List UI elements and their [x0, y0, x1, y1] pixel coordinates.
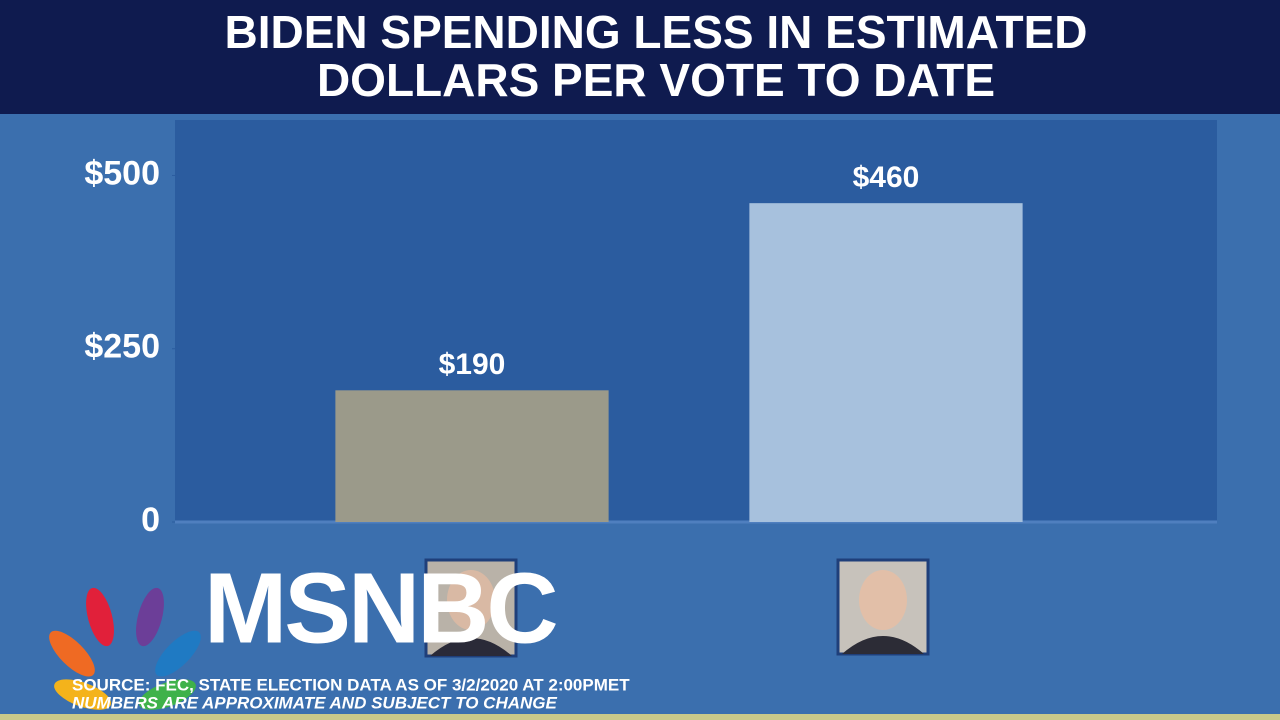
bottom-strip: [0, 714, 1280, 720]
candidate-photo: [836, 558, 930, 656]
title-banner: [0, 0, 1280, 114]
y-tick-label: 0: [141, 501, 160, 539]
candidate-photo: [424, 558, 518, 658]
value-label: $460: [853, 161, 920, 194]
source-note: NUMBERS ARE APPROXIMATE AND SUBJECT TO C…: [72, 693, 558, 712]
bar: [335, 390, 609, 522]
y-tick-label: $500: [84, 154, 160, 192]
source-note: SOURCE: FEC, STATE ELECTION DATA AS OF 3…: [72, 675, 630, 694]
plot-area: [175, 120, 1217, 522]
logo: MSNBC: [204, 552, 556, 664]
chart-title: BIDEN SPENDING LESS IN ESTIMATED DOLLARS …: [224, 6, 1087, 106]
value-label: $190: [439, 348, 506, 381]
bar: [749, 203, 1023, 522]
peacock-logo: [49, 587, 201, 710]
y-tick-label: $250: [84, 328, 160, 366]
